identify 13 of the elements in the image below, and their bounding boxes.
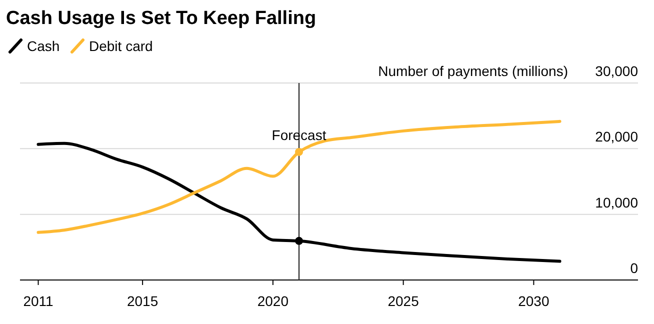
x-tick-label: 2015 [126,293,158,309]
x-tick-label: 2020 [257,293,289,309]
legend-label: Debit card [89,38,153,54]
y-axis-title: Number of payments (millions) [378,63,568,79]
y-tick-label: 0 [630,260,638,276]
x-tick-label: 2025 [388,293,420,309]
y-tick-label: 20,000 [595,128,638,145]
x-tick-label: 2011 [23,293,54,309]
x-tick-label: 2030 [518,293,550,309]
chart-title: Cash Usage Is Set To Keep Falling [6,8,316,29]
legend-label: Cash [27,38,60,54]
y-tick-label: 10,000 [595,194,638,210]
y-tick-label: 30,000 [595,63,638,79]
